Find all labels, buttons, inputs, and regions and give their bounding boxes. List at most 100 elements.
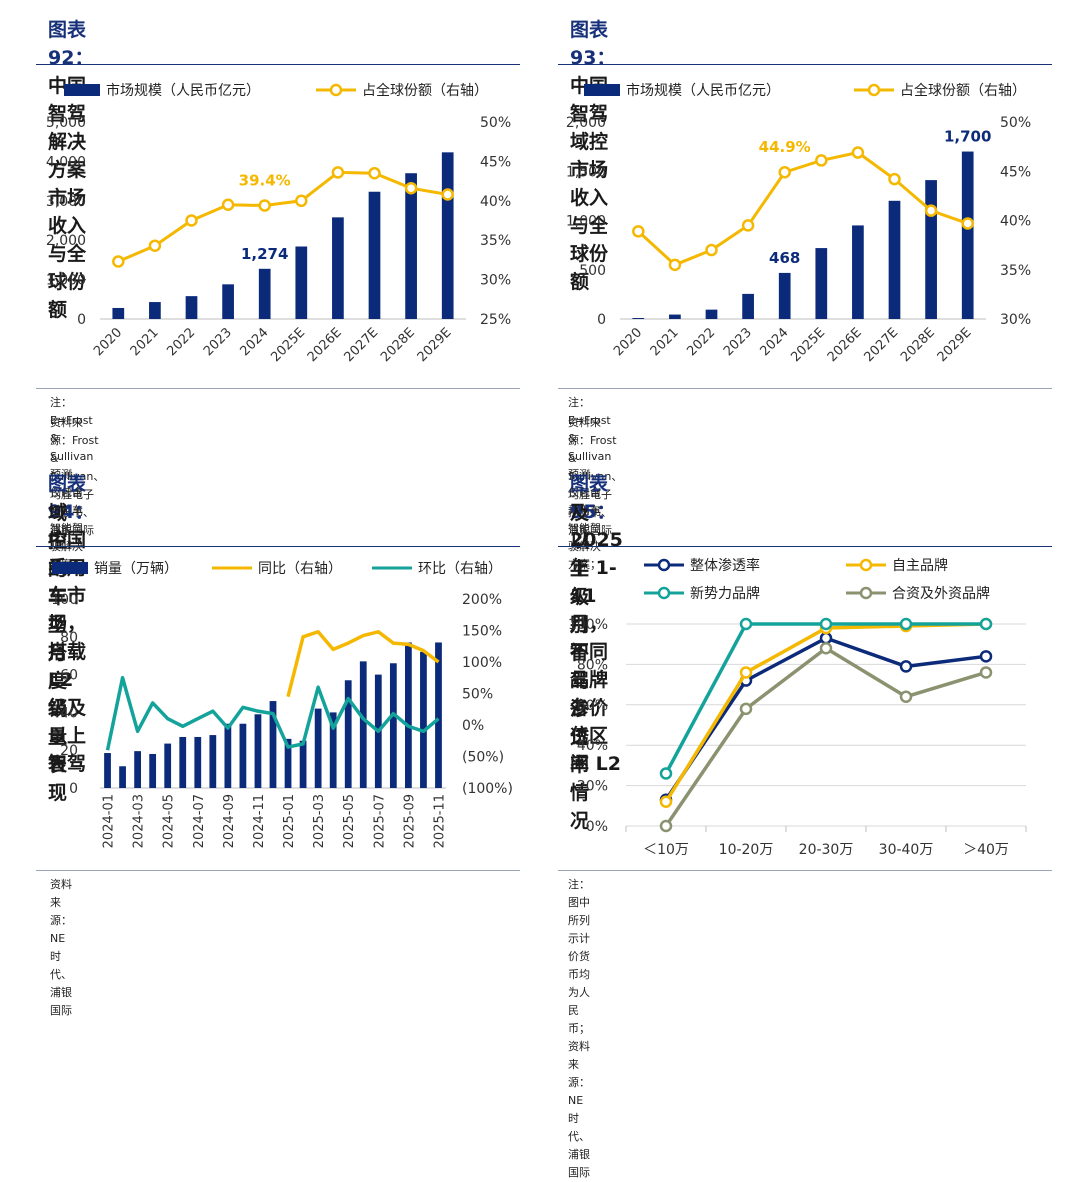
x-tick-label: 2024-01 xyxy=(102,794,117,848)
chart-fig92: 市场规模（人民币亿元） 占全球份额（右轴） 0 1,000 2,000 3,000 4,00… xyxy=(46,82,511,365)
bar xyxy=(185,296,198,319)
y-tick-label-left: 100 xyxy=(51,592,78,608)
share-point xyxy=(404,181,418,195)
bar xyxy=(239,723,247,788)
title-line: 中国智驾解决方案市场收入与全球份额 xyxy=(48,75,87,321)
x-tick-label: 2025E xyxy=(268,325,308,365)
share-point xyxy=(924,204,938,217)
x-tick-label: ＞40万 xyxy=(963,842,1009,858)
y-tick-label-right: 200% xyxy=(462,592,502,608)
bar xyxy=(742,293,754,319)
bar xyxy=(119,766,126,788)
y-tick-label-left: 1,000 xyxy=(46,273,86,289)
legend-label: 同比（右轴） xyxy=(258,561,342,577)
share-point xyxy=(705,243,718,257)
share-point xyxy=(815,154,828,167)
chart-source: 资料来源：Frost & Sullivan、均胜电子招股书、浦银国际 xyxy=(568,416,623,537)
y-tick-label-right: 50% xyxy=(480,115,511,131)
series-point xyxy=(659,767,673,780)
legend-label: 自主品牌 xyxy=(892,557,948,574)
series-point xyxy=(659,819,673,833)
series-point xyxy=(819,617,833,631)
title-rule xyxy=(558,546,1052,547)
notes-rule xyxy=(36,870,520,871)
x-tick-label: 2020 xyxy=(611,325,645,359)
x-tick-label: 2025-03 xyxy=(312,794,327,848)
y-tick-label-right: 25% xyxy=(480,312,511,328)
series-point xyxy=(979,617,993,631)
y-tick-label-right: 100% xyxy=(462,655,502,671)
y-tick-label: 100% xyxy=(568,617,608,633)
legend-swatch-bar xyxy=(52,562,88,574)
title-rule xyxy=(36,64,520,65)
series-point xyxy=(659,795,673,809)
share-line xyxy=(117,170,448,263)
bar xyxy=(299,740,307,788)
bar-data-label: 1,274 xyxy=(241,245,288,263)
bar xyxy=(258,268,271,319)
series-line xyxy=(664,636,987,801)
x-tick-label: 2026E xyxy=(825,325,865,365)
bar xyxy=(344,680,352,788)
bar xyxy=(224,723,232,788)
bar xyxy=(705,309,718,319)
y-tick-label-left: 1,500 xyxy=(566,164,606,180)
x-tick-label: 2027E xyxy=(342,325,382,365)
bar xyxy=(149,753,157,788)
x-tick-label: 30-40万 xyxy=(879,842,934,858)
figure-label: 图表 93： xyxy=(570,19,616,69)
x-tick-label: 2020 xyxy=(91,325,125,359)
x-tick-label: 2027E xyxy=(862,325,902,365)
legend-label: 合资及外资品牌 xyxy=(892,585,990,602)
chart-fig93: 市场规模（人民币亿元） 占全球份额（右轴） 0 500 1,000 1,500 2,000 3… xyxy=(566,82,1031,365)
x-tick-label: 2025E xyxy=(788,325,828,365)
y-tick-label: 60% xyxy=(577,698,608,714)
legend-label: 占全球份额（右轴） xyxy=(362,82,488,99)
chart-note: 注：E=Frost & Sullivan 预测，仅包含乘用车智能驾驶解决方案； xyxy=(568,396,612,571)
series-line xyxy=(664,646,987,827)
panel-title: 图表 92： 中国智驾解决方案市场收入与全球份额 xyxy=(48,16,93,324)
y-tick-label-right: (50%) xyxy=(462,750,504,766)
legend-marker xyxy=(657,586,671,600)
share-point xyxy=(331,166,345,179)
chart-source: 资料来源：Frost & Sullivan、均胜电子招股书、浦银国际 xyxy=(50,416,105,537)
x-tick-label: 2022 xyxy=(164,325,198,359)
x-tick-label: 2029E xyxy=(935,325,975,365)
legend-label: 新势力品牌 xyxy=(690,585,760,602)
bar xyxy=(284,738,292,788)
chart-source: 资料来源：NE 时代、浦银国际 xyxy=(50,878,72,1017)
x-tick-label: ＜10万 xyxy=(643,842,689,858)
mom-line xyxy=(105,676,440,751)
bar xyxy=(194,736,202,788)
legend-label: 占全球份额（右轴） xyxy=(900,82,1026,99)
line-data-label: 39.4% xyxy=(239,172,291,190)
x-tick-label: 2024-11 xyxy=(252,794,267,848)
share-point xyxy=(741,219,755,232)
x-tick-label: 2023 xyxy=(721,325,755,359)
bar xyxy=(925,180,937,319)
line-data-label: 44.9% xyxy=(759,138,811,156)
legend-swatch-bar xyxy=(64,84,100,96)
bar xyxy=(314,708,322,788)
title-rule xyxy=(36,546,520,547)
title-line: 中国智驾域控市场收入与全球份额 xyxy=(570,75,609,293)
yoy-line xyxy=(286,630,440,698)
x-tick-label: 2023 xyxy=(201,325,235,359)
share-point xyxy=(668,258,682,272)
bar xyxy=(405,173,417,319)
y-tick-label-left: 4,000 xyxy=(46,154,86,170)
notes-rule xyxy=(558,870,1052,871)
y-tick-label-left: 1,000 xyxy=(566,214,606,230)
y-tick-label-left: 80 xyxy=(60,630,78,646)
notes-rule xyxy=(558,388,1052,389)
bar xyxy=(104,753,111,788)
bar xyxy=(961,151,974,319)
y-tick-label-right: 45% xyxy=(1000,164,1031,180)
share-point xyxy=(961,217,974,230)
series-point xyxy=(739,666,753,679)
series-point xyxy=(899,660,913,673)
y-tick-label-right: 35% xyxy=(480,233,511,249)
x-tick-label: 2026E xyxy=(305,325,345,365)
y-tick-label: 40% xyxy=(577,738,608,754)
